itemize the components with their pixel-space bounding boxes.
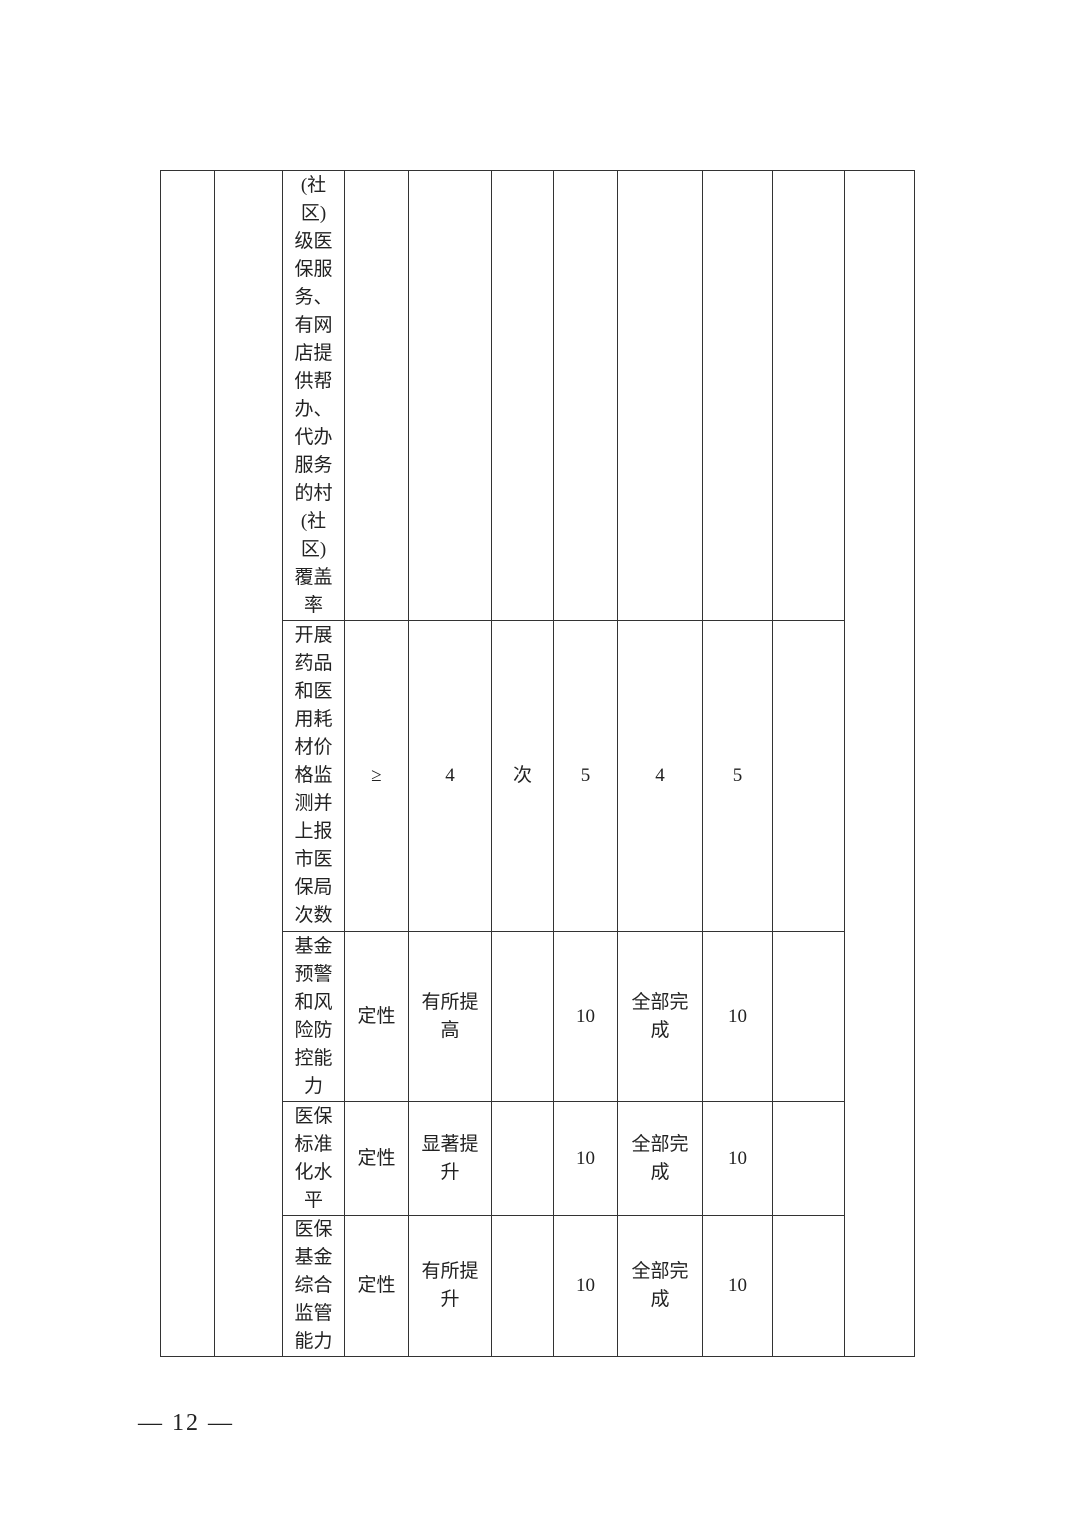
target-text: 4 [445, 765, 455, 786]
indicator-text: (社区)级医保服务、有网店提供帮办、代办服务的村(社区)覆盖率 [294, 174, 333, 616]
table-row: 医保基金综合监管能力 定性 有所提升 10 全部完成 10 [161, 1215, 915, 1357]
table-row: 基金预警和风险防控能力 定性 有所提高 10 全部完成 10 [161, 931, 915, 1102]
remark-cell [772, 620, 845, 932]
operator-cell: ≥ [344, 620, 409, 932]
indicator-cell: 开展药品和医用耗材价格监测并上报市医保局次数 [282, 620, 345, 932]
operator-cell: 定性 [344, 1215, 409, 1357]
actual-text: 全部完成 [631, 991, 689, 1041]
unit-cell [491, 1101, 554, 1216]
weight-cell: 10 [553, 931, 618, 1102]
score-text: 10 [728, 1005, 747, 1027]
indicator-cell: 基金预警和风险防控能力 [282, 931, 345, 1102]
notes-cell [844, 170, 915, 1357]
indicator-text: 基金预警和风险防控能力 [294, 935, 333, 1097]
target-cell: 有所提高 [408, 931, 492, 1102]
actual-cell: 全部完成 [617, 1101, 703, 1216]
operator-cell [344, 170, 409, 621]
actual-text: 全部完成 [631, 1261, 689, 1310]
performance-table: (社区)级医保服务、有网店提供帮办、代办服务的村(社区)覆盖率开展药品和医用耗材… [160, 170, 915, 1357]
remark-cell [772, 931, 845, 1102]
score-cell: 10 [702, 1101, 773, 1216]
indicator-cell: 医保标准化水平 [282, 1101, 345, 1216]
unit-cell: 次 [491, 620, 554, 932]
actual-cell [617, 170, 703, 621]
weight-cell [553, 170, 618, 621]
weight-text: 10 [576, 1147, 595, 1169]
score-cell [702, 170, 773, 621]
weight-text: 10 [576, 1005, 595, 1027]
actual-cell: 全部完成 [617, 931, 703, 1102]
operator-text: 定性 [357, 1275, 396, 1296]
weight-text: 5 [580, 765, 591, 786]
table-row: 开展药品和医用耗材价格监测并上报市医保局次数 ≥4 次 5 4 5 [161, 620, 915, 932]
remark-cell [772, 170, 845, 621]
target-text: 有所提升 [421, 1261, 479, 1310]
weight-cell: 10 [553, 1101, 618, 1216]
remark-cell [772, 1215, 845, 1357]
operator-text: ≥ [371, 765, 382, 786]
target-cell: 有所提升 [408, 1215, 492, 1357]
subcategory-cell [214, 170, 283, 1357]
remark-cell [772, 1101, 845, 1216]
score-cell: 10 [702, 931, 773, 1102]
unit-cell [491, 170, 554, 621]
weight-text: 10 [576, 1275, 595, 1296]
score-text: 10 [728, 1147, 747, 1169]
score-text: 10 [728, 1275, 747, 1296]
operator-text: 定性 [357, 1005, 396, 1027]
score-text: 5 [732, 765, 743, 786]
page-number: — 12 — [138, 1410, 234, 1436]
weight-cell: 5 [553, 620, 618, 932]
actual-text: 4 [655, 765, 665, 786]
table-row: (社区)级医保服务、有网店提供帮办、代办服务的村(社区)覆盖率 [160, 170, 915, 1357]
indicator-text: 医保基金综合监管能力 [294, 1219, 333, 1352]
unit-text: 次 [512, 765, 532, 786]
operator-cell: 定性 [344, 1101, 409, 1216]
indicator-cell: (社区)级医保服务、有网店提供帮办、代办服务的村(社区)覆盖率 [282, 170, 345, 621]
target-cell: 显著提升 [408, 1101, 492, 1216]
operator-cell: 定性 [344, 931, 409, 1102]
indicator-text: 开展药品和医用耗材价格监测并上报市医保局次数 [294, 625, 333, 926]
category-cell [160, 170, 215, 1357]
unit-cell [491, 931, 554, 1102]
weight-cell: 10 [553, 1215, 618, 1357]
target-text: 有所提高 [421, 991, 479, 1041]
score-cell: 10 [702, 1215, 773, 1357]
target-cell [408, 170, 492, 621]
actual-cell: 4 [617, 620, 703, 932]
actual-text: 全部完成 [631, 1133, 689, 1183]
operator-text: 定性 [357, 1147, 396, 1169]
score-cell: 5 [702, 620, 773, 932]
target-text: 显著提升 [421, 1133, 479, 1183]
indicator-text: 医保标准化水平 [294, 1105, 333, 1211]
indicator-cell: 医保基金综合监管能力 [282, 1215, 345, 1357]
unit-cell [491, 1215, 554, 1357]
target-cell: 4 [408, 620, 492, 932]
actual-cell: 全部完成 [617, 1215, 703, 1357]
